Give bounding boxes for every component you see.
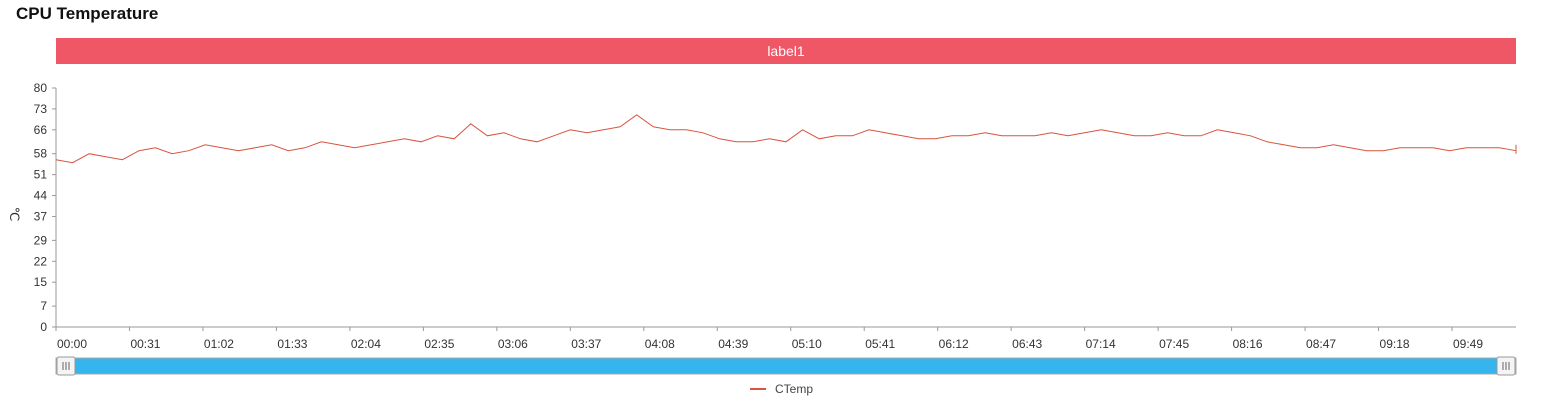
legend-label-ctemp: CTemp — [775, 382, 814, 396]
y-tick-label: 44 — [34, 189, 48, 203]
y-tick-label: 80 — [34, 81, 48, 95]
x-tick-label: 08:16 — [1233, 337, 1263, 351]
y-tick-label: 29 — [34, 233, 48, 247]
x-tick-label: 02:35 — [424, 337, 454, 351]
y-tick-label: 66 — [34, 123, 48, 137]
slider-handle-right[interactable] — [1496, 356, 1516, 376]
legend-swatch-ctemp — [750, 388, 766, 390]
slider-track[interactable] — [55, 357, 1517, 375]
y-tick-label: 58 — [34, 147, 48, 161]
x-tick-label: 05:41 — [865, 337, 895, 351]
x-tick-label: 01:33 — [277, 337, 307, 351]
y-tick-label: 73 — [34, 102, 48, 116]
series-line-ctemp — [55, 114, 1517, 164]
x-tick-label: 03:37 — [571, 337, 601, 351]
y-tick-label: 15 — [34, 275, 48, 289]
x-axis: 00:00 00:31 01:02 01:33 02:04 02:35 03:06 03:37… — [55, 326, 1516, 351]
x-tick-label: 07:45 — [1159, 337, 1189, 351]
x-tick-label: 04:39 — [718, 337, 748, 351]
x-tick-label: 05:10 — [792, 337, 822, 351]
page-title: CPU Temperature — [16, 4, 159, 23]
label-banner: label1 — [56, 38, 1516, 64]
y-tick-label: 51 — [34, 168, 48, 182]
y-axis: 0 7 15 22 29 37 44 51 58 66 73 80 — [34, 81, 57, 334]
x-tick-label: 01:02 — [204, 337, 234, 351]
y-tick-label: 0 — [40, 320, 47, 334]
y-axis-label: ℃ — [7, 207, 22, 222]
x-tick-label: 08:47 — [1306, 337, 1336, 351]
y-tick-label: 7 — [40, 299, 47, 313]
x-tick-label: 09:49 — [1453, 337, 1483, 351]
slider-handle-left[interactable] — [56, 356, 76, 376]
x-tick-label: 04:08 — [645, 337, 675, 351]
x-tick-label: 06:12 — [939, 337, 969, 351]
x-tick-label: 02:04 — [351, 337, 381, 351]
y-tick-label: 22 — [34, 254, 48, 268]
chart-legend[interactable]: CTemp — [750, 381, 813, 397]
x-tick-label: 03:06 — [498, 337, 528, 351]
x-tick-label: 00:00 — [57, 337, 87, 351]
x-tick-label: 09:18 — [1380, 337, 1410, 351]
range-slider[interactable] — [55, 356, 1517, 376]
y-tick-label: 37 — [34, 209, 48, 223]
x-tick-label: 06:43 — [1012, 337, 1042, 351]
x-tick-label: 07:14 — [1086, 337, 1116, 351]
x-tick-label: 00:31 — [130, 337, 160, 351]
